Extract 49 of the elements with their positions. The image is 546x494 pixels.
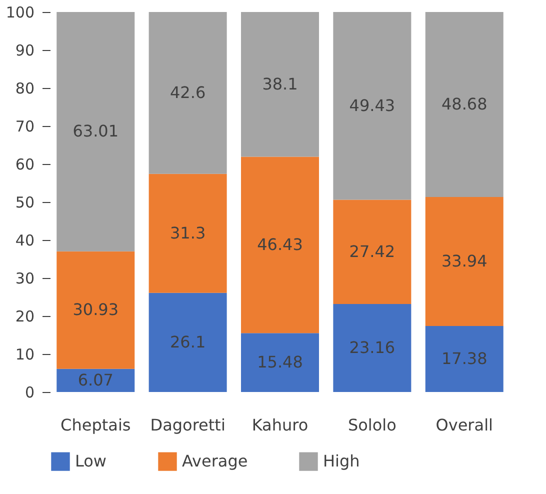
bar: [56, 251, 135, 369]
legend-label: Average: [182, 452, 248, 471]
data-label: 63.01: [72, 122, 119, 141]
data-label: 42.6: [170, 82, 206, 102]
bar: [241, 156, 319, 334]
data-label: 26.1: [170, 332, 206, 352]
bar: [148, 292, 227, 392]
bar: [425, 196, 504, 326]
data-label: 15.48: [257, 352, 303, 372]
x-tick-label: Cheptais: [60, 416, 131, 434]
y-tick-label: 90: [15, 42, 34, 60]
bar: [56, 368, 135, 392]
data-label: 23.16: [349, 338, 396, 357]
bar: [425, 12, 504, 197]
legend-label: Low: [75, 452, 107, 471]
data-label: 46.43: [257, 234, 303, 254]
bar: [241, 333, 319, 392]
bar: [333, 12, 412, 200]
y-tick-label: 100: [6, 4, 34, 22]
bar: [56, 12, 135, 252]
data-label: 17.38: [441, 348, 488, 368]
y-tick-label: 70: [15, 118, 34, 136]
x-tick-label: Overall: [436, 416, 493, 434]
y-tick-label: 10: [15, 346, 34, 364]
y-tick-label: 50: [15, 194, 34, 212]
y-tick-label: 80: [15, 80, 34, 98]
y-tick-label: 20: [15, 308, 34, 326]
x-tick-label: Kahuro: [252, 416, 308, 434]
bar: [148, 12, 227, 174]
data-label: 38.1: [262, 74, 298, 94]
x-tick-label: Dagoretti: [150, 416, 226, 434]
data-label: 49.43: [349, 96, 396, 115]
x-tick-label: Sololo: [348, 416, 396, 434]
y-tick-label: 40: [15, 232, 34, 250]
data-label: 33.94: [441, 251, 488, 270]
bar: [241, 12, 319, 157]
y-tick-label: 0: [24, 384, 34, 402]
data-label: 30.93: [72, 300, 119, 320]
data-label: 6.07: [78, 370, 114, 390]
data-label: 48.68: [441, 94, 488, 114]
bar: [148, 174, 227, 293]
bar: [425, 326, 504, 392]
y-tick-label: 30: [15, 270, 34, 288]
legend-label: High: [323, 452, 360, 471]
data-label: 31.3: [170, 223, 206, 242]
bar: [333, 200, 412, 304]
y-tick-label: 60: [15, 156, 34, 174]
bar: [333, 304, 412, 392]
data-label: 27.42: [349, 242, 396, 261]
